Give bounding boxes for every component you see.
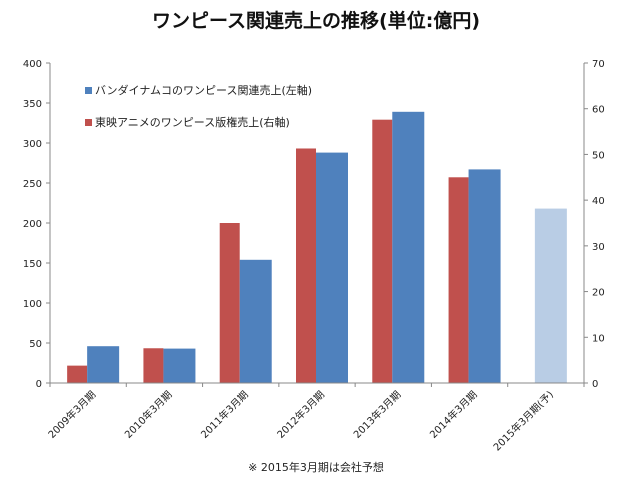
bar-bandai-2 bbox=[239, 259, 272, 383]
y-right-tick-label: 10 bbox=[592, 333, 605, 344]
y-left-tick-label: 300 bbox=[23, 139, 42, 150]
y-left-tick-label: 100 bbox=[23, 299, 42, 310]
bar-toei-4 bbox=[372, 119, 393, 383]
y-right-tick-label: 70 bbox=[592, 59, 605, 70]
legend: バンダイナムコのワンピース関連売上(左軸) 東映アニメのワンピース版権売上(右軸) bbox=[85, 83, 312, 129]
y-right-tick-label: 30 bbox=[592, 242, 605, 253]
bar-bandai-0 bbox=[87, 346, 120, 383]
y-right-tick-label: 60 bbox=[592, 105, 605, 116]
x-tick-label: 2012年3月期 bbox=[274, 388, 327, 441]
y-left-tick-label: 350 bbox=[23, 99, 42, 110]
bar-toei-1 bbox=[143, 348, 164, 383]
y-right-tick-label: 50 bbox=[592, 150, 605, 161]
y-left-tick-label: 200 bbox=[23, 219, 42, 230]
bar-toei-0 bbox=[67, 365, 88, 383]
bar-toei-2 bbox=[219, 223, 240, 383]
x-tick-label: 2013年3月期 bbox=[351, 388, 404, 441]
bar-bandai-1 bbox=[163, 348, 196, 383]
y-left-tick-label: 400 bbox=[23, 59, 42, 70]
legend-swatch-0 bbox=[85, 87, 92, 94]
legend-label-0: バンダイナムコのワンピース関連売上(左軸) bbox=[95, 83, 312, 97]
y-right-tick-label: 0 bbox=[592, 379, 598, 390]
y-left-tick-label: 0 bbox=[36, 379, 42, 390]
legend-swatch-1 bbox=[85, 119, 92, 126]
chart-note: ※ 2015年3月期は会社予想 bbox=[248, 461, 384, 474]
bar-bandai-3 bbox=[316, 152, 348, 383]
x-tick-label: 2009年3月期 bbox=[45, 388, 98, 441]
chart-title: ワンピース関連売上の推移(単位:億円) bbox=[151, 10, 481, 32]
x-tick-label: 2010年3月期 bbox=[122, 388, 175, 441]
y-right-tick-label: 20 bbox=[592, 288, 605, 299]
x-tick-label: 2015年3月期(予) bbox=[490, 388, 556, 454]
bar-toei-3 bbox=[296, 148, 316, 383]
bar-bandai-6 bbox=[534, 208, 567, 383]
bar-bandai-4 bbox=[392, 111, 425, 384]
y-left-tick-label: 250 bbox=[23, 179, 42, 190]
bars bbox=[67, 111, 567, 384]
x-tick-label: 2014年3月期 bbox=[427, 388, 480, 441]
y-left-tick-label: 150 bbox=[23, 259, 42, 270]
bar-bandai-5 bbox=[468, 169, 501, 383]
legend-label-1: 東映アニメのワンピース版権売上(右軸) bbox=[95, 115, 290, 129]
y-left-tick-label: 50 bbox=[29, 339, 42, 350]
bar-toei-5 bbox=[448, 177, 469, 383]
x-tick-label: 2011年3月期 bbox=[198, 388, 251, 441]
y-right-tick-label: 40 bbox=[592, 196, 605, 207]
